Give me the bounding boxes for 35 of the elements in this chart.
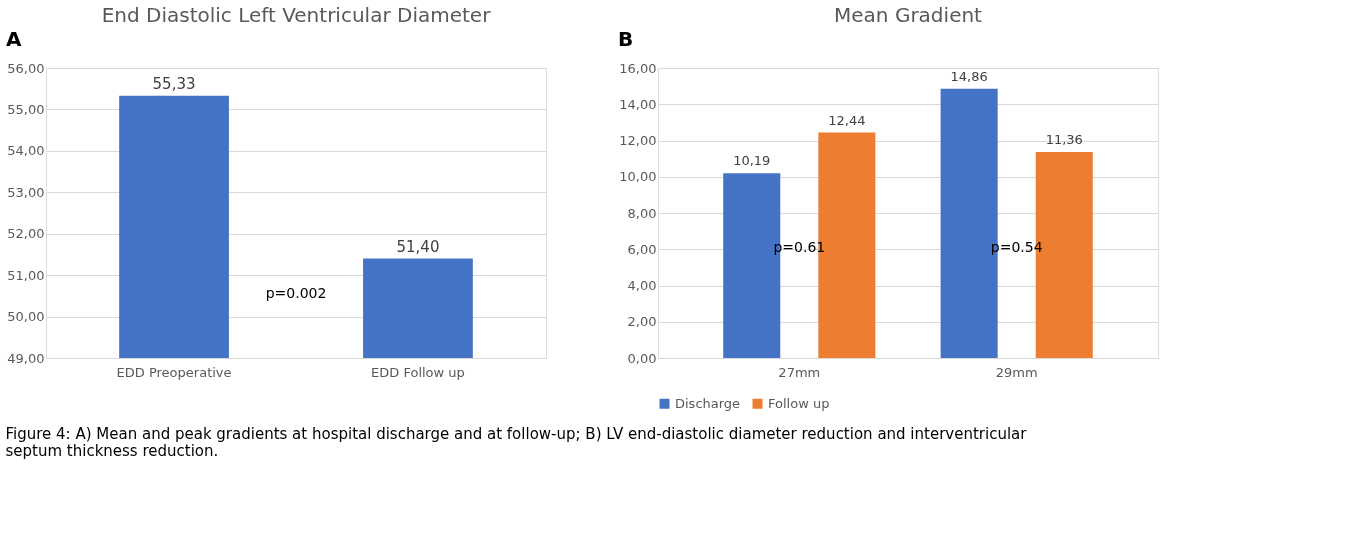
- y-tick-label: 0,00: [627, 350, 657, 366]
- y-tick-label: 14,00: [619, 96, 657, 112]
- y-tick-label: 56,00: [7, 60, 45, 76]
- text: B: [618, 27, 634, 51]
- x-tick-label: EDD Preoperative: [116, 364, 232, 380]
- y-tick-label: 53,00: [7, 184, 45, 200]
- data-label: 11,36: [1045, 132, 1083, 148]
- data-label: 10,19: [733, 153, 771, 169]
- x-tick-label: EDD Follow up: [371, 364, 465, 380]
- y-tick-label: 4,00: [627, 278, 657, 293]
- x-tick-label: 29mm: [995, 364, 1038, 380]
- y-tick-label: 6,00: [627, 241, 657, 257]
- caption: Figure 4: A) Mean and peak gradients at hospital discharge and at follow-up; B) LV end-diastolic diameter reduction and interventricular septum thickness reduction.: [5, 424, 1028, 460]
- y-tick-label: 8,00: [627, 205, 657, 221]
- y-tick-label: 54,00: [7, 143, 45, 159]
- y-tick-label: 10,00: [619, 169, 657, 185]
- y-tick-label: 51,00: [7, 267, 45, 283]
- legend-label: Discharge: [675, 395, 741, 411]
- y-tick-label: 52,00: [7, 226, 45, 242]
- data-label: 51,40: [396, 237, 440, 256]
- text: A: [6, 27, 22, 51]
- chart-title: End Diastolic Left Ventricular Diameter: [101, 3, 492, 27]
- y-tick-label: 2,00: [627, 314, 657, 330]
- legend-label: Follow up: [768, 395, 830, 411]
- y-tick-label: 49,00: [7, 350, 45, 366]
- data-label: 14,86: [950, 68, 988, 84]
- annotation: p=0.002: [265, 285, 327, 302]
- y-tick-label: 16,00: [619, 60, 657, 76]
- y-tick-label: 12,00: [619, 133, 657, 148]
- x-tick-label: 27mm: [778, 364, 821, 380]
- data-label: 12,44: [828, 112, 866, 128]
- y-tick-label: 55,00: [7, 101, 45, 117]
- data-label: 55,33: [152, 74, 196, 93]
- y-tick-label: 50,00: [7, 309, 45, 325]
- chart-title: Mean Gradient: [834, 3, 983, 27]
